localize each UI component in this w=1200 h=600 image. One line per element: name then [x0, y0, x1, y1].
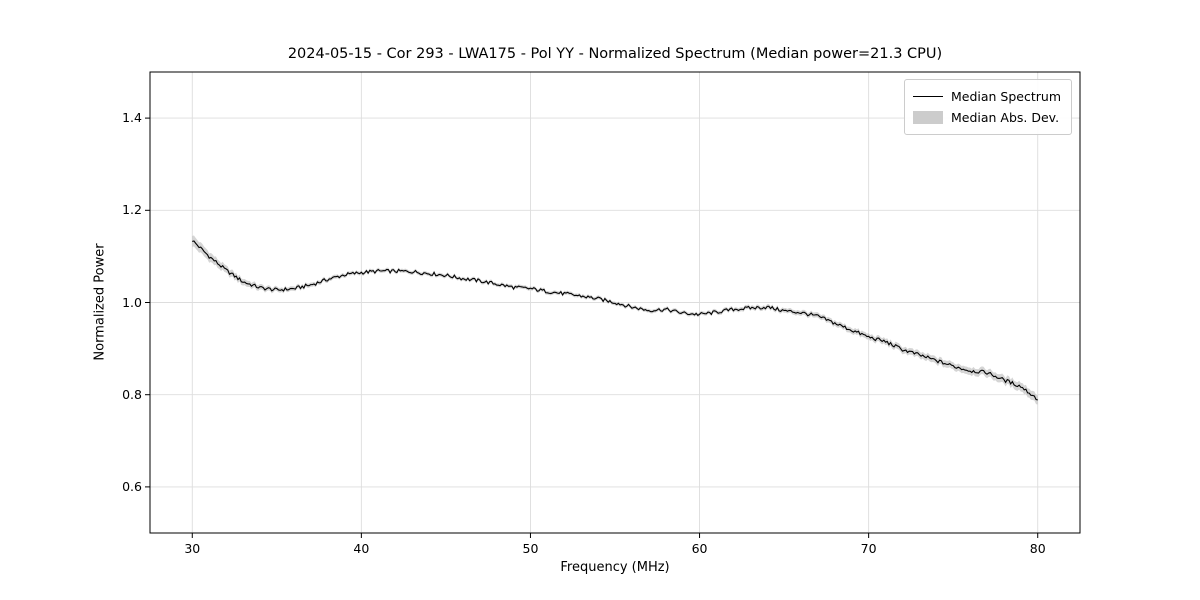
y-tick-label: 0.8 — [122, 386, 142, 402]
y-tick-label: 1.2 — [122, 202, 142, 218]
y-tick-label: 0.6 — [122, 478, 142, 494]
x-tick-label: 30 — [184, 541, 201, 556]
x-tick-label: 60 — [691, 541, 708, 556]
y-tick-label: 1.0 — [122, 294, 142, 310]
median-spectrum-line-swatch-icon — [912, 96, 943, 97]
legend-entry-median-abs-dev: Median Abs. Dev. — [912, 107, 1061, 128]
x-tick-label: 70 — [860, 541, 877, 556]
x-axis-label: Frequency (MHz) — [560, 560, 670, 575]
legend: Median Spectrum Median Abs. Dev. — [903, 79, 1072, 135]
y-tick-label: 1.4 — [122, 110, 142, 126]
mad-band — [192, 235, 1038, 405]
chart-title: 2024-05-15 - Cor 293 - LWA175 - Pol YY -… — [287, 46, 943, 62]
legend-entry-median-spectrum: Median Spectrum — [912, 86, 1061, 107]
legend-label: Median Abs. Dev. — [950, 110, 1060, 125]
median-abs-dev-patch-swatch-icon — [912, 111, 943, 124]
x-tick-label: 50 — [522, 541, 539, 556]
x-tick-label: 80 — [1029, 541, 1046, 556]
median-spectrum-line — [192, 240, 1038, 401]
x-tick-label: 40 — [353, 541, 370, 556]
legend-label: Median Spectrum — [950, 89, 1061, 104]
